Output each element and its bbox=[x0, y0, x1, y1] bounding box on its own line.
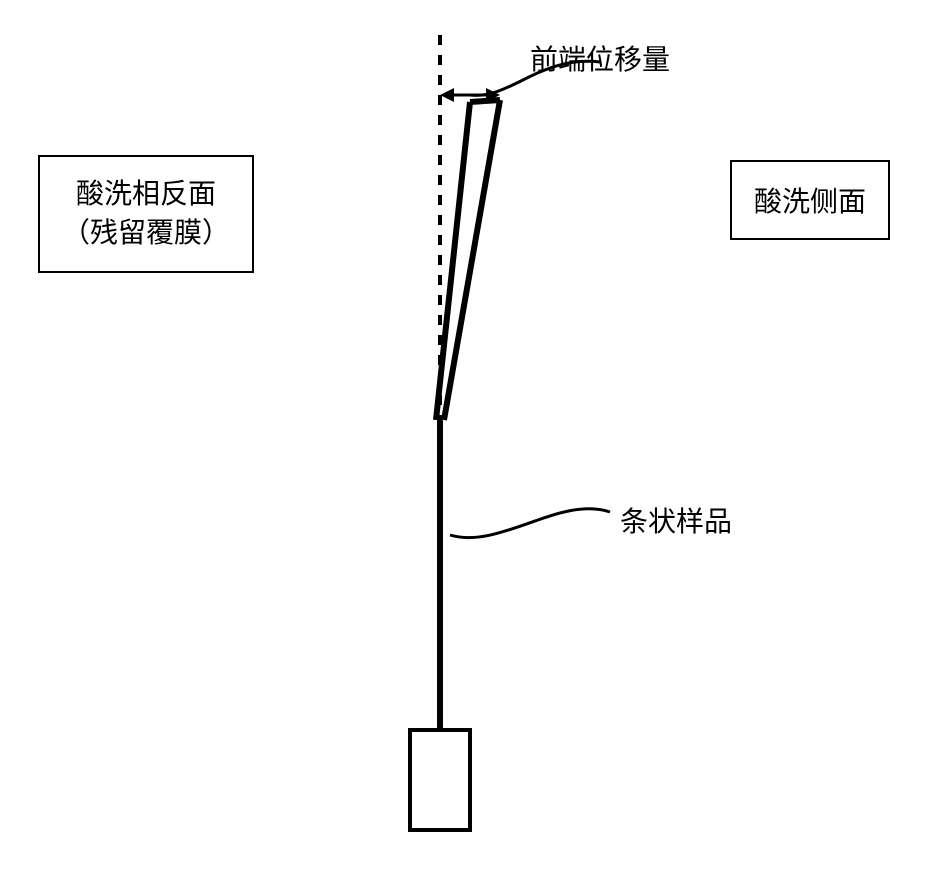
left-label-box: 酸洗相反面 （残留覆膜） bbox=[38, 155, 254, 273]
displacement-label: 前端位移量 bbox=[530, 38, 670, 78]
left-box-line1: 酸洗相反面 bbox=[62, 175, 230, 214]
leader-curve-sample bbox=[450, 509, 610, 538]
left-box-line2: （残留覆膜） bbox=[62, 214, 230, 253]
sample-bent-top bbox=[470, 100, 500, 102]
right-label-box: 酸洗侧面 bbox=[730, 160, 890, 240]
right-box-text: 酸洗侧面 bbox=[754, 180, 866, 220]
clamp-base bbox=[410, 730, 470, 830]
sample-label: 条状样品 bbox=[620, 500, 732, 540]
